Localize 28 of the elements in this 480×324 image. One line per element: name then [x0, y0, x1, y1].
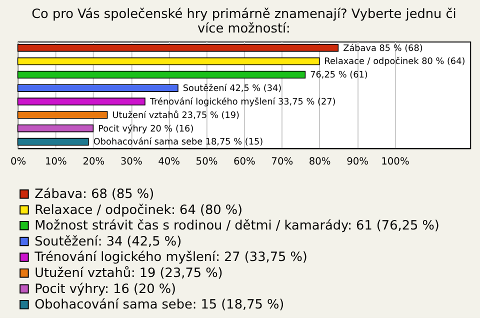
x-tick-label: 30%	[120, 156, 142, 168]
data-label: Obohacování sama sebe 18,75 % (15)	[93, 136, 264, 148]
legend-label: Trénování logického myšlení: 27 (33,75 %)	[34, 250, 308, 266]
legend-label: Relaxace / odpočinek: 64 (80 %)	[34, 202, 243, 218]
legend-label: Pocit výhry: 16 (20 %)	[34, 282, 176, 297]
x-tick-label: 50%	[196, 156, 218, 168]
data-label: Relaxace / odpočinek 80 % (64)	[324, 56, 466, 68]
x-tick-label: 80%	[308, 156, 331, 168]
data-label: 76,25 % (61)	[310, 70, 368, 81]
x-tick-label: 20%	[82, 156, 105, 168]
legend-label: Zábava: 68 (85 %)	[34, 187, 154, 202]
data-label: Utužení vztahů 23,75 % (19)	[112, 110, 240, 121]
data-label: Zábava 85 % (68)	[343, 42, 423, 54]
data-label: Pocit výhry 20 % (16)	[98, 123, 194, 134]
x-tick-label: 10%	[45, 156, 67, 168]
chart-title: Co pro Vás společenské hry primárně znamenají? Vyberte jednu či více možností:	[32, 6, 456, 37]
legend-label: Utužení vztahů: 19 (23,75 %)	[34, 266, 223, 282]
x-tick-label: 40%	[158, 156, 180, 168]
x-tick-label: 100%	[381, 156, 410, 168]
legend-label: Možnost strávit čas s rodinou / dětmi / kamarády: 61 (76,25 %)	[34, 218, 440, 234]
x-tick-label: 90%	[346, 156, 368, 168]
x-tick-label: 0%	[10, 156, 26, 168]
legend-label: Obohacování sama sebe: 15 (18,75 %)	[34, 298, 284, 313]
data-label: Trénování logického myšlení 33,75 % (27)	[148, 96, 336, 108]
x-tick-label: 70%	[271, 156, 294, 168]
x-tick-label: 60%	[233, 156, 256, 168]
data-label: Soutěžení 42,5 % (34)	[182, 83, 282, 94]
legend-label: Soutěžení: 34 (42,5 %)	[34, 234, 182, 250]
